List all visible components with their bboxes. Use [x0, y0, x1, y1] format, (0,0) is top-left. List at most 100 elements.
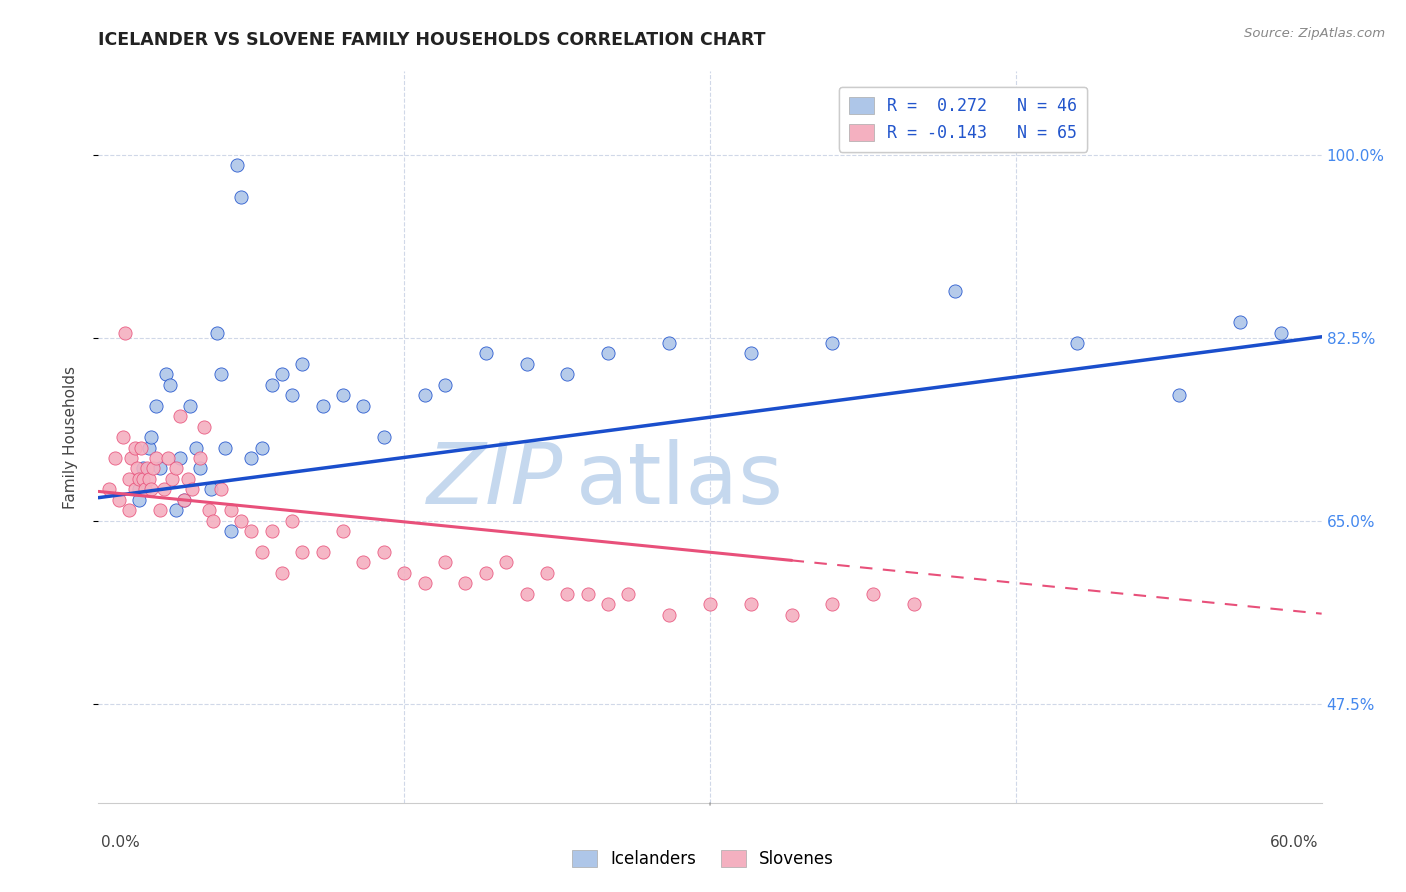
- Point: [138, 441, 160, 455]
- Point: [598, 346, 620, 360]
- Point: [201, 514, 224, 528]
- Point: [536, 566, 558, 580]
- Point: [1167, 388, 1189, 402]
- Point: [240, 450, 263, 465]
- Point: [226, 158, 249, 172]
- Point: [205, 326, 228, 340]
- Legend: Icelanders, Slovenes: Icelanders, Slovenes: [565, 843, 841, 875]
- Point: [260, 377, 283, 392]
- Point: [474, 566, 498, 580]
- Text: ICELANDER VS SLOVENE FAMILY HOUSEHOLDS CORRELATION CHART: ICELANDER VS SLOVENE FAMILY HOUSEHOLDS C…: [98, 31, 766, 49]
- Point: [373, 545, 395, 559]
- Point: [128, 472, 150, 486]
- Point: [291, 545, 314, 559]
- Point: [392, 566, 416, 580]
- Point: [454, 576, 477, 591]
- Point: [129, 441, 152, 455]
- Point: [120, 450, 142, 465]
- Point: [127, 461, 149, 475]
- Point: [260, 524, 283, 538]
- Point: [152, 483, 174, 497]
- Point: [145, 399, 167, 413]
- Point: [557, 368, 579, 382]
- Point: [159, 377, 181, 392]
- Point: [231, 190, 253, 204]
- Point: [516, 357, 538, 371]
- Text: Source: ZipAtlas.com: Source: ZipAtlas.com: [1244, 27, 1385, 40]
- Point: [598, 597, 620, 611]
- Point: [141, 430, 163, 444]
- Point: [332, 388, 354, 402]
- Point: [188, 450, 212, 465]
- Point: [149, 461, 172, 475]
- Point: [495, 556, 517, 570]
- Point: [97, 483, 120, 497]
- Point: [209, 368, 232, 382]
- Point: [231, 514, 253, 528]
- Point: [270, 368, 294, 382]
- Point: [134, 483, 156, 497]
- Point: [138, 472, 160, 486]
- Point: [124, 441, 146, 455]
- Point: [173, 492, 195, 507]
- Point: [132, 461, 155, 475]
- Point: [169, 450, 191, 465]
- Point: [118, 472, 141, 486]
- Legend: R =  0.272   N = 46, R = -0.143   N = 65: R = 0.272 N = 46, R = -0.143 N = 65: [838, 87, 1087, 152]
- Point: [197, 503, 219, 517]
- Point: [281, 514, 304, 528]
- Point: [142, 461, 165, 475]
- Point: [1066, 336, 1088, 351]
- Point: [111, 430, 134, 444]
- Point: [413, 388, 436, 402]
- Point: [108, 492, 131, 507]
- Point: [240, 524, 263, 538]
- Point: [145, 450, 167, 465]
- Point: [128, 492, 150, 507]
- Point: [312, 545, 335, 559]
- Point: [658, 607, 681, 622]
- Point: [699, 597, 721, 611]
- Point: [114, 326, 136, 340]
- Point: [188, 461, 212, 475]
- Point: [250, 441, 273, 455]
- Point: [740, 597, 762, 611]
- Point: [943, 284, 966, 298]
- Point: [141, 483, 163, 497]
- Point: [124, 483, 146, 497]
- Text: atlas: atlas: [575, 440, 783, 523]
- Point: [193, 419, 215, 434]
- Point: [821, 336, 844, 351]
- Point: [312, 399, 335, 413]
- Point: [200, 483, 222, 497]
- Point: [128, 483, 150, 497]
- Point: [434, 556, 457, 570]
- Point: [177, 472, 200, 486]
- Point: [181, 483, 204, 497]
- Point: [214, 441, 236, 455]
- Point: [576, 587, 599, 601]
- Point: [165, 503, 187, 517]
- Point: [149, 503, 172, 517]
- Point: [903, 597, 925, 611]
- Point: [160, 472, 183, 486]
- Point: [250, 545, 273, 559]
- Point: [617, 587, 640, 601]
- Point: [474, 346, 498, 360]
- Point: [209, 483, 232, 497]
- Text: 60.0%: 60.0%: [1271, 836, 1319, 850]
- Y-axis label: Family Households: Family Households: [63, 366, 77, 508]
- Text: ZIP: ZIP: [427, 440, 564, 523]
- Point: [169, 409, 191, 424]
- Point: [434, 377, 457, 392]
- Point: [156, 450, 179, 465]
- Point: [270, 566, 294, 580]
- Point: [173, 492, 195, 507]
- Point: [780, 607, 803, 622]
- Point: [352, 556, 374, 570]
- Point: [219, 524, 242, 538]
- Point: [219, 503, 242, 517]
- Point: [1270, 326, 1292, 340]
- Point: [740, 346, 762, 360]
- Point: [413, 576, 436, 591]
